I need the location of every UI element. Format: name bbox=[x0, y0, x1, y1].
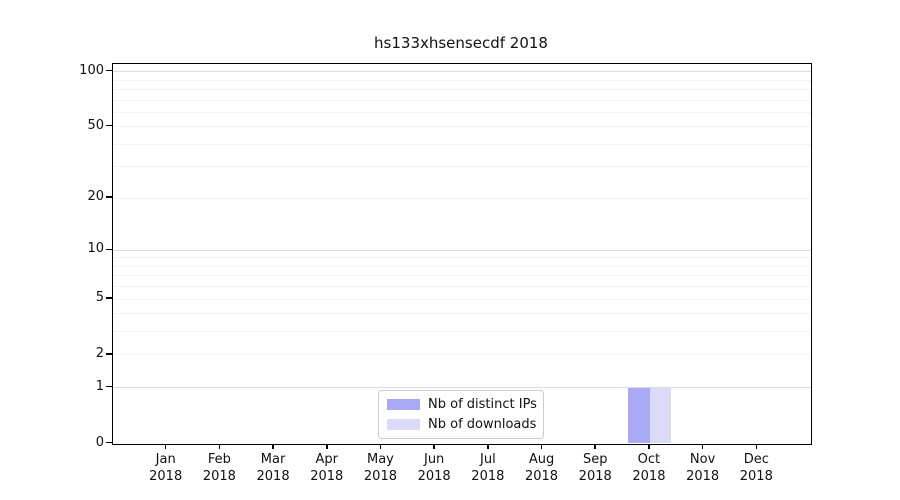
x-tick-mark bbox=[701, 444, 704, 449]
x-tick-mark bbox=[272, 444, 274, 449]
grid-line-minor bbox=[113, 197, 811, 199]
plot-area bbox=[112, 63, 812, 445]
x-tick-year: 2018 bbox=[363, 469, 397, 484]
x-tick-month: May bbox=[367, 452, 394, 467]
grid-line-major bbox=[113, 71, 811, 73]
chart-title: hs133xhsensecdf 2018 bbox=[374, 34, 548, 52]
y-tick-mark bbox=[106, 196, 112, 198]
y-tick-mark bbox=[106, 385, 112, 388]
y-tick-label: 20 bbox=[87, 189, 104, 205]
x-tick-mark bbox=[648, 444, 650, 449]
grid-line-minor bbox=[113, 265, 811, 267]
y-tick-label: 50 bbox=[87, 117, 104, 133]
legend-label-distinct-ips: Nb of distinct IPs bbox=[428, 397, 537, 412]
y-tick-label: 1 bbox=[95, 378, 104, 394]
grid-line-minor bbox=[113, 79, 811, 81]
x-tick-year: 2018 bbox=[256, 469, 290, 484]
grid-line-minor bbox=[113, 331, 811, 333]
x-tick-year: 2018 bbox=[471, 469, 505, 484]
x-tick-month: Aug bbox=[528, 452, 555, 467]
x-tick-month: Feb bbox=[207, 452, 231, 467]
x-tick-label-aug: Aug 2018 bbox=[510, 451, 574, 485]
x-tick-label-may: May 2018 bbox=[348, 451, 412, 485]
grid-line-minor bbox=[113, 275, 811, 277]
legend-item-downloads: Nb of downloads bbox=[387, 417, 537, 432]
x-tick-year: 2018 bbox=[524, 469, 559, 484]
x-tick-label-jul: Jul 2018 bbox=[456, 451, 520, 485]
x-tick-mark bbox=[594, 444, 596, 449]
grid-line-minor bbox=[113, 286, 811, 288]
x-tick-mark bbox=[487, 444, 489, 449]
x-tick-label-jun: Jun 2018 bbox=[402, 451, 466, 485]
y-tick-label: 100 bbox=[79, 62, 104, 78]
y-tick-label: 2 bbox=[95, 345, 104, 361]
x-tick-month: Nov bbox=[689, 452, 716, 467]
y-tick-mark bbox=[106, 441, 112, 444]
grid-line-minor bbox=[113, 354, 811, 356]
x-tick-label-nov: Nov 2018 bbox=[671, 451, 735, 485]
y-tick-mark bbox=[106, 69, 112, 72]
grid-line-minor bbox=[113, 313, 811, 315]
x-tick-month: Oct bbox=[637, 452, 661, 467]
grid-line-minor bbox=[113, 166, 811, 168]
bar-nb-of-distinct-ips bbox=[628, 387, 650, 444]
x-tick-year: 2018 bbox=[578, 469, 612, 484]
legend: Nb of distinct IPs Nb of downloads bbox=[378, 390, 544, 439]
grid-line-major bbox=[113, 387, 811, 389]
x-tick-month: Mar bbox=[260, 452, 286, 467]
x-tick-label-oct: Oct 2018 bbox=[617, 451, 681, 485]
legend-swatch-downloads bbox=[387, 419, 420, 430]
x-tick-month: Jul bbox=[480, 452, 496, 467]
x-tick-mark bbox=[326, 444, 328, 449]
y-tick-mark bbox=[106, 297, 112, 299]
grid-line-minor bbox=[113, 126, 811, 128]
x-tick-label-dec: Dec 2018 bbox=[724, 451, 788, 485]
x-tick-mark bbox=[755, 444, 758, 449]
legend-swatch-distinct-ips bbox=[387, 399, 420, 410]
x-tick-label-apr: Apr 2018 bbox=[295, 451, 359, 485]
x-tick-mark bbox=[164, 444, 167, 449]
x-tick-label-jan: Jan 2018 bbox=[134, 451, 198, 485]
x-tick-label-sep: Sep 2018 bbox=[563, 451, 627, 485]
x-tick-month: Apr bbox=[315, 452, 339, 467]
legend-item-distinct-ips: Nb of distinct IPs bbox=[387, 397, 537, 412]
grid-line-minor bbox=[113, 257, 811, 259]
x-tick-year: 2018 bbox=[686, 469, 720, 484]
y-tick-mark bbox=[106, 124, 112, 127]
y-tick-label: 10 bbox=[87, 241, 104, 257]
x-tick-mark bbox=[218, 444, 221, 449]
x-tick-month: Jan bbox=[155, 452, 176, 467]
x-tick-year: 2018 bbox=[149, 469, 183, 484]
x-tick-month: Jun bbox=[423, 452, 445, 467]
x-tick-month: Sep bbox=[582, 452, 608, 467]
y-tick-mark bbox=[106, 248, 112, 251]
x-tick-year: 2018 bbox=[202, 469, 236, 484]
y-tick-label: 5 bbox=[95, 290, 104, 306]
grid-line-major bbox=[113, 249, 811, 251]
x-tick-year: 2018 bbox=[417, 469, 451, 484]
y-tick-label: 0 bbox=[95, 434, 104, 450]
x-tick-year: 2018 bbox=[739, 469, 773, 484]
x-tick-mark bbox=[540, 444, 543, 449]
x-tick-label-feb: Feb 2018 bbox=[187, 451, 251, 485]
legend-label-downloads: Nb of downloads bbox=[428, 417, 537, 432]
x-tick-year: 2018 bbox=[310, 469, 344, 484]
x-tick-year: 2018 bbox=[632, 469, 666, 484]
grid-line-minor bbox=[113, 88, 811, 90]
x-tick-mark bbox=[379, 444, 382, 449]
x-tick-month: Dec bbox=[743, 452, 769, 467]
y-tick-mark bbox=[106, 353, 112, 355]
bar-nb-of-downloads bbox=[649, 387, 672, 444]
grid-line-minor bbox=[113, 111, 811, 113]
grid-line-minor bbox=[113, 143, 811, 145]
grid-line-minor bbox=[113, 99, 811, 101]
grid-line-minor bbox=[113, 298, 811, 300]
x-tick-mark bbox=[433, 444, 435, 449]
x-tick-label-mar: Mar 2018 bbox=[241, 451, 305, 485]
